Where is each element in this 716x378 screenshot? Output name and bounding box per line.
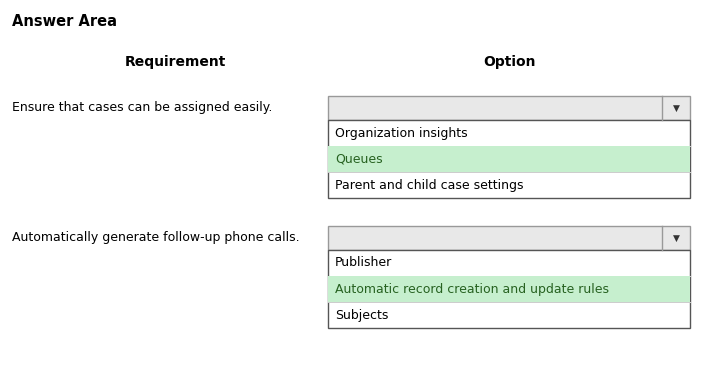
Text: Requirement: Requirement	[125, 55, 226, 69]
Bar	[328, 120, 690, 198]
Text: Queues: Queues	[335, 152, 382, 166]
Text: Answer Area: Answer Area	[12, 14, 117, 29]
Text: Option: Option	[484, 55, 536, 69]
Text: Subjects: Subjects	[335, 308, 388, 322]
Text: Publisher: Publisher	[335, 257, 392, 270]
Text: Automatically generate follow-up phone calls.: Automatically generate follow-up phone c…	[12, 231, 299, 245]
Bar	[328, 96, 690, 120]
Text: Ensure that cases can be assigned easily.: Ensure that cases can be assigned easily…	[12, 102, 272, 115]
Bar	[328, 226, 690, 250]
Text: ▼: ▼	[672, 104, 679, 113]
Text: Organization insights: Organization insights	[335, 127, 468, 139]
Text: Automatic record creation and update rules: Automatic record creation and update rul…	[335, 282, 609, 296]
Text: ▼: ▼	[672, 234, 679, 243]
Bar	[328, 276, 690, 302]
Text: Parent and child case settings: Parent and child case settings	[335, 178, 523, 192]
Bar	[328, 250, 690, 328]
Bar	[328, 146, 690, 172]
